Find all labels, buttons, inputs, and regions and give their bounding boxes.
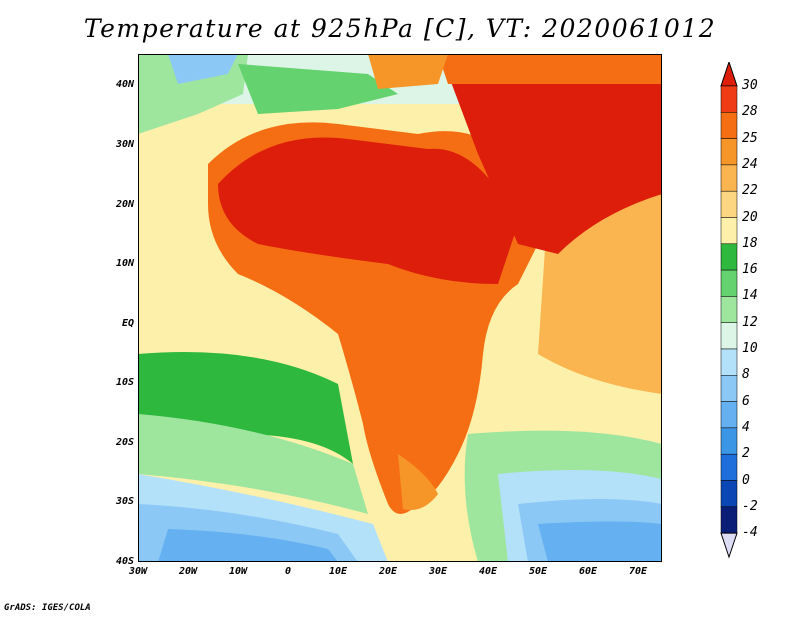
lat-tick-label: 30N: [115, 139, 134, 150]
lon-tick-label: 20W: [178, 566, 198, 577]
lat-tick-label: 30S: [115, 496, 134, 507]
colorbar-segment: [720, 348, 738, 376]
lon-tick-label: 40E: [478, 566, 498, 577]
colorbar-level-label: 6: [742, 393, 750, 409]
lon-tick-label: 50E: [528, 566, 548, 577]
lon-tick-label: 20E: [378, 566, 398, 577]
colorbar-segment: [720, 322, 738, 350]
lat-tick-label: 20S: [115, 437, 134, 448]
lat-tick-label: EQ: [121, 318, 134, 329]
colorbar-segment: [720, 480, 738, 508]
colorbar-level-label: 30: [742, 78, 758, 93]
lon-tick-label: 0: [284, 566, 292, 577]
colorbar-level-label: 8: [742, 367, 750, 383]
colorbar-segment: [720, 453, 738, 481]
colorbar-level-label: 10: [742, 341, 758, 356]
colorbar-segment: [720, 269, 738, 297]
lat-tick-label: 10N: [115, 258, 134, 269]
colorbar-segment: [720, 85, 738, 113]
colorbar-level-label: -2: [742, 498, 758, 514]
lat-tick-label: 40S: [115, 556, 134, 567]
temperature-map: [138, 54, 662, 562]
lat-tick-label: 10S: [115, 377, 134, 388]
lat-tick-label: 40N: [115, 79, 134, 90]
colorbar-segment: [720, 190, 738, 218]
colorbar-segment: [720, 217, 738, 245]
colorbar-level-label: 20: [742, 209, 758, 225]
colorbar-level-label: 16: [742, 262, 758, 278]
colorbar-level-label: 25: [742, 130, 758, 146]
colorbar-segment: [720, 375, 738, 402]
colorbar-level-label: 22: [742, 183, 758, 199]
colorbar-level-label: 2: [742, 446, 750, 462]
colorbar-segment: [720, 427, 738, 455]
colorbar-segment: [720, 112, 738, 139]
lon-tick-label: 10E: [328, 566, 348, 577]
colorbar-segment: [720, 401, 738, 429]
colorbar-segment: [720, 506, 738, 534]
credit-label: GrADS: IGES/COLA: [4, 603, 91, 613]
lon-tick-label: 70E: [628, 566, 648, 577]
colorbar-segment: [720, 243, 738, 271]
colorbar-level-label: 24: [742, 156, 758, 172]
lon-tick-label: 30W: [128, 566, 148, 577]
colorbar-level-label: 28: [742, 104, 758, 120]
colorbar-level-label: 4: [742, 419, 750, 435]
colorbar-under-triangle: [720, 532, 738, 559]
lon-tick-label: 30E: [428, 566, 448, 577]
lon-tick-label: 10W: [228, 566, 248, 577]
colorbar-level-label: -4: [742, 525, 758, 541]
colorbar-level-label: 0: [742, 472, 750, 488]
lat-tick-label: 20N: [115, 199, 134, 210]
colorbar-segment: [720, 164, 738, 192]
colorbar-segment: [720, 296, 738, 323]
colorbar: [720, 62, 738, 559]
lon-tick-label: 60E: [578, 566, 598, 577]
colorbar-level-label: 14: [742, 288, 758, 304]
colorbar-over-triangle: [720, 62, 738, 87]
map-title: Temperature at 925hPa [C], VT: 202006101…: [83, 14, 717, 43]
colorbar-level-label: 18: [742, 235, 758, 251]
colorbar-level-label: 12: [742, 314, 758, 330]
colorbar-segment: [720, 138, 738, 166]
